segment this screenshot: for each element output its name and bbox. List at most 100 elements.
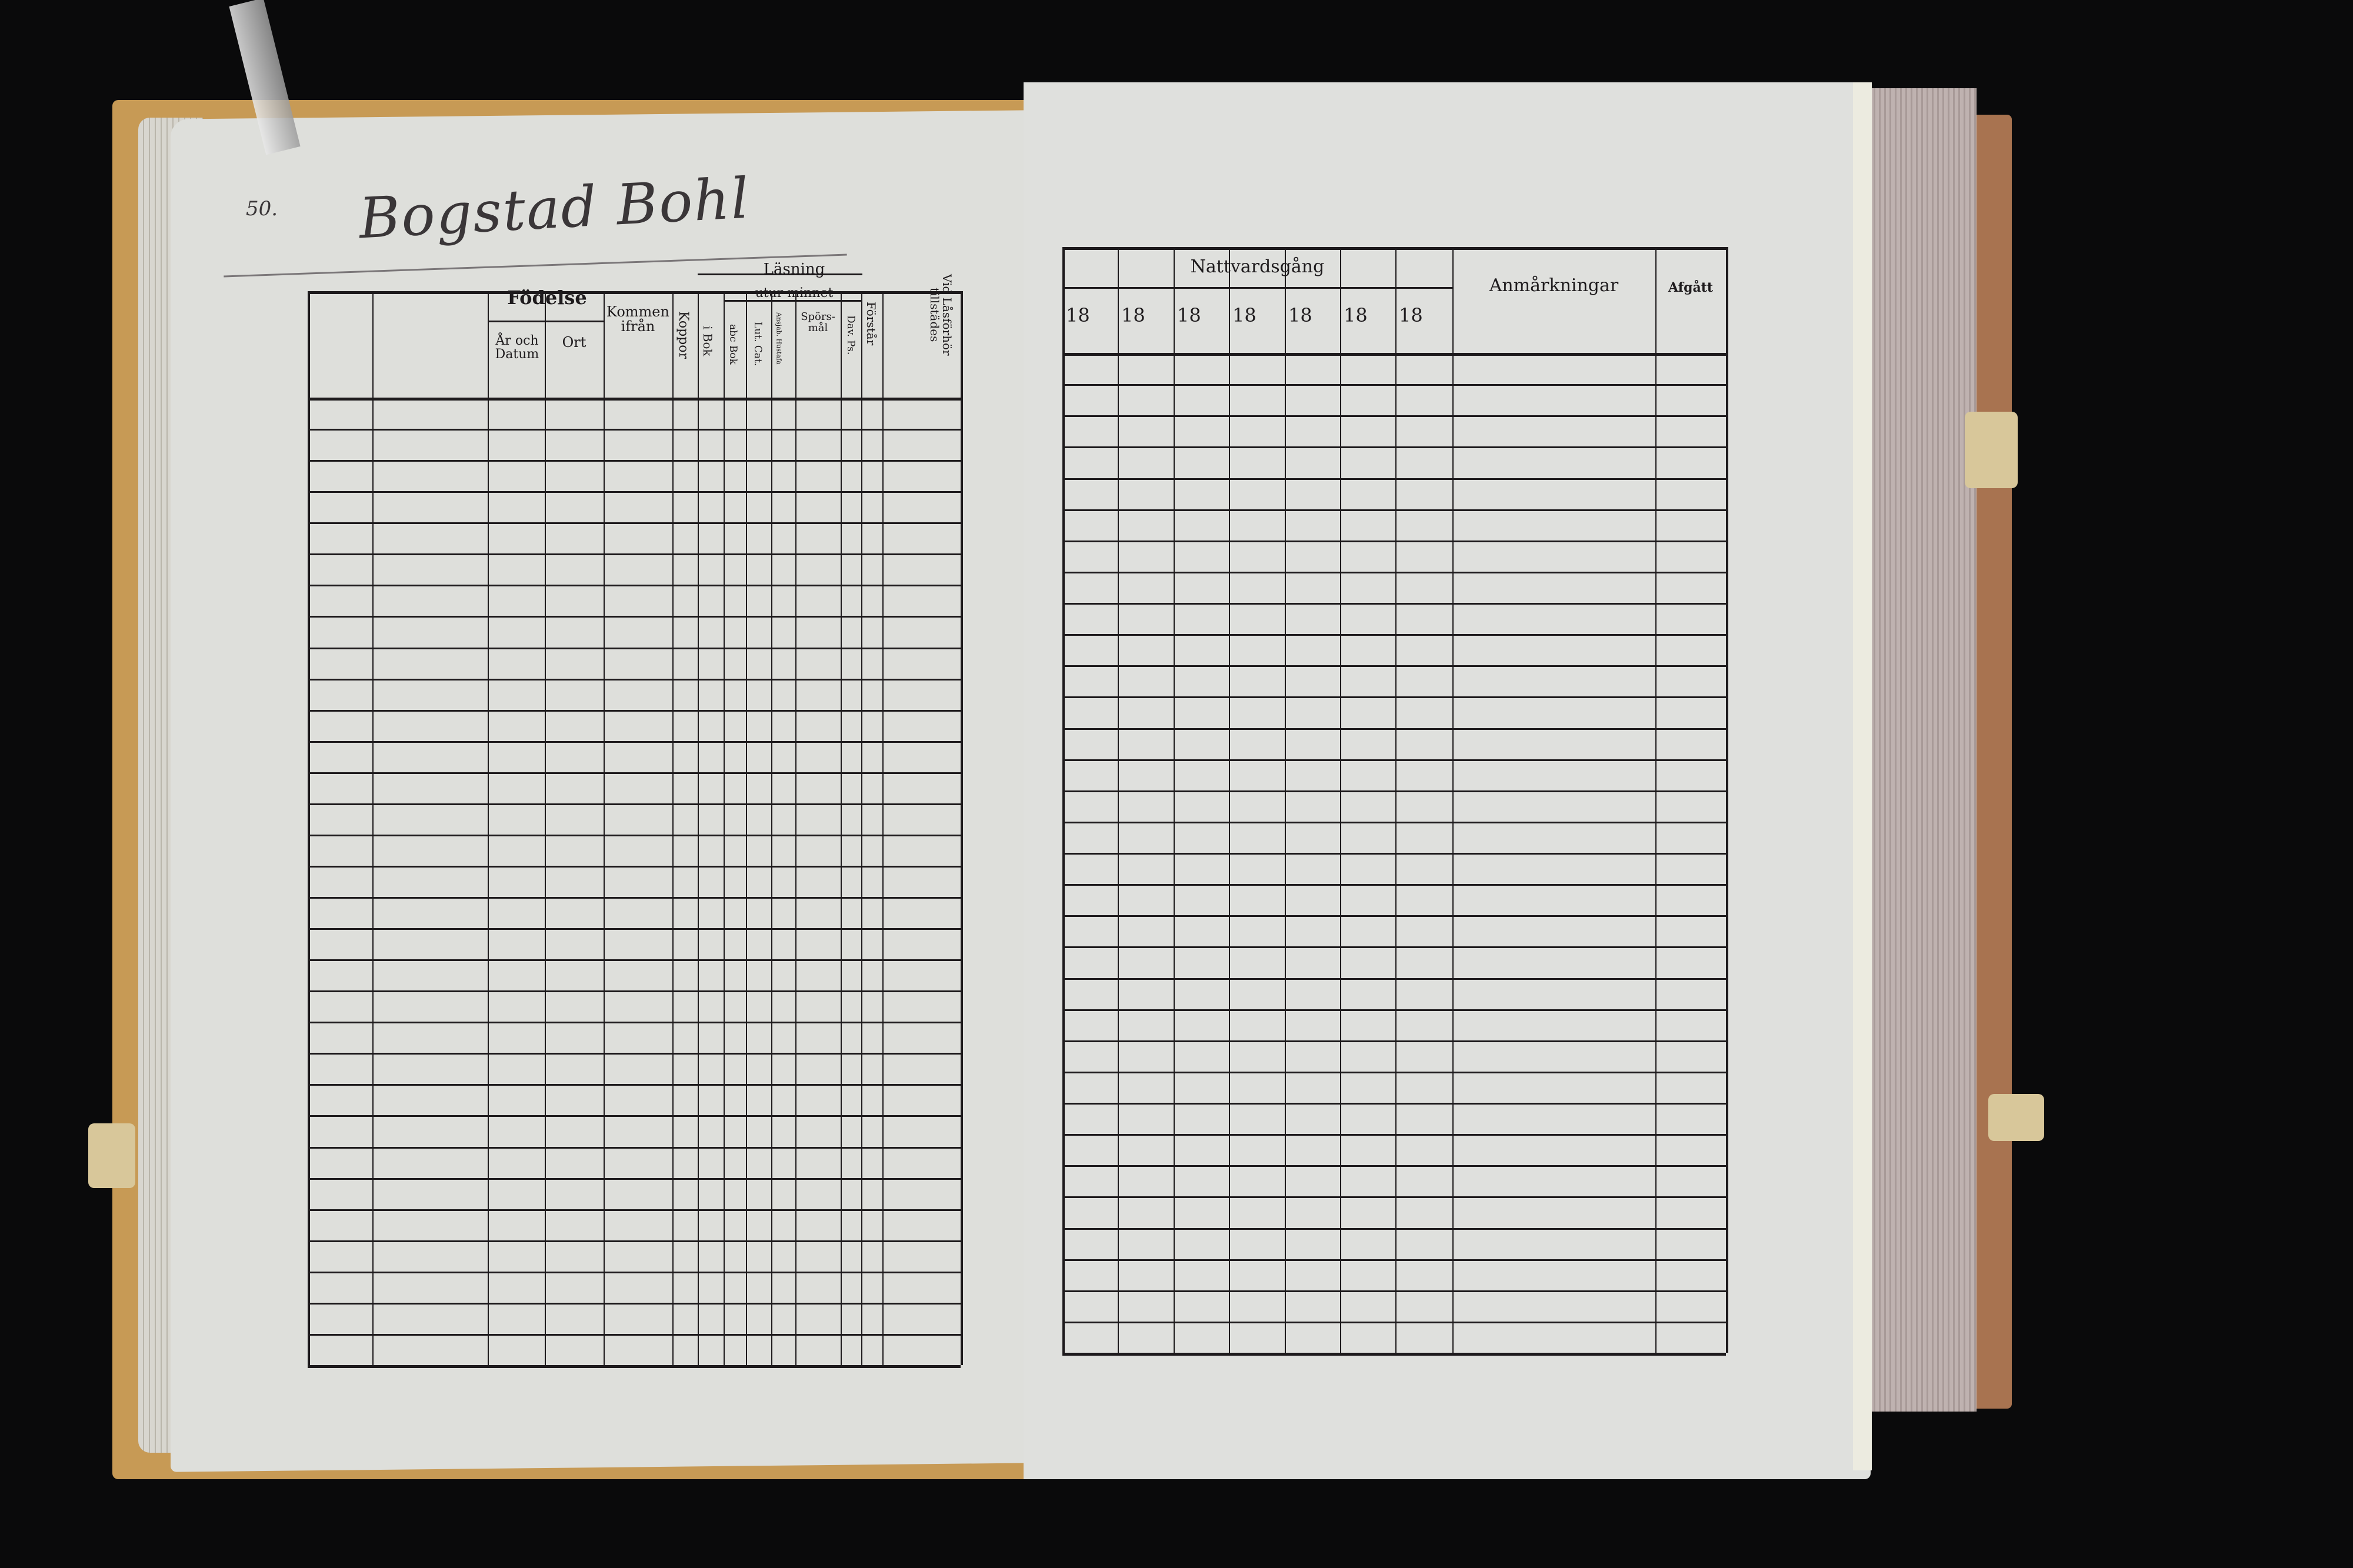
column-line xyxy=(1655,247,1657,1353)
row-line xyxy=(308,928,961,930)
row-line xyxy=(308,1084,961,1086)
column-line xyxy=(1062,247,1065,1353)
column-line xyxy=(1726,247,1728,1353)
row-line xyxy=(308,959,961,962)
row-line xyxy=(308,709,961,712)
column-line xyxy=(698,291,699,1365)
row-line xyxy=(1062,728,1726,730)
nattvard-subline xyxy=(1062,287,1452,289)
header-year: 18 xyxy=(1232,304,1257,326)
header-year: 18 xyxy=(1344,304,1368,326)
row-line xyxy=(1062,540,1726,542)
column-line xyxy=(1229,247,1230,1353)
row-line xyxy=(1062,1321,1726,1323)
column-line xyxy=(545,291,546,1365)
row-line xyxy=(1062,978,1726,980)
row-line xyxy=(308,1209,961,1211)
row-line xyxy=(1062,478,1726,480)
column-line xyxy=(1452,247,1454,1353)
header-year: 18 xyxy=(1066,304,1090,326)
column-line xyxy=(771,291,772,1365)
row-line xyxy=(308,553,961,556)
lasning-subline xyxy=(698,273,862,275)
row-line xyxy=(308,1022,961,1024)
row-line xyxy=(1062,696,1726,699)
row-line xyxy=(308,678,961,680)
row-line xyxy=(1062,634,1726,636)
row-line xyxy=(308,803,961,805)
column-line xyxy=(372,291,374,1365)
row-line xyxy=(308,522,961,525)
column-line xyxy=(1174,247,1175,1353)
header-lut-cat: Lut. Cat. xyxy=(751,322,764,366)
utur-minnet-subline xyxy=(724,300,862,302)
row-line xyxy=(1062,821,1726,823)
row-line xyxy=(1062,946,1726,949)
header-anmarkningar: Anmårkningar xyxy=(1489,275,1619,296)
column-line xyxy=(882,291,884,1365)
table-border-bottom xyxy=(1062,1353,1726,1356)
header-divider xyxy=(1062,353,1726,356)
row-line xyxy=(1062,571,1726,573)
page-edges xyxy=(1865,88,1977,1412)
clasp-strap xyxy=(1965,412,2018,488)
row-line xyxy=(1062,790,1726,792)
fodelse-subline xyxy=(488,321,604,322)
row-line xyxy=(308,834,961,836)
row-line xyxy=(1062,1227,1726,1230)
column-line xyxy=(604,291,605,1365)
row-line xyxy=(1062,603,1726,605)
header-i-bok: i Bok xyxy=(701,326,715,356)
row-line xyxy=(308,1302,961,1305)
row-line xyxy=(1062,1009,1726,1011)
header-abc-bok: abc Bok xyxy=(726,323,739,365)
header-kommen-ifran: Kommen ifrån xyxy=(606,303,669,335)
table-border-top xyxy=(308,291,961,294)
header-nattvardsgang: Nattvardsgång xyxy=(1190,256,1325,277)
row-line xyxy=(1062,509,1726,511)
column-line xyxy=(1118,247,1119,1353)
row-line xyxy=(308,585,961,587)
row-line xyxy=(1062,1103,1726,1105)
row-line xyxy=(1062,1071,1726,1073)
column-line xyxy=(841,291,842,1365)
row-line xyxy=(308,1240,961,1242)
column-line xyxy=(1285,247,1286,1353)
column-line xyxy=(961,291,963,1365)
row-line xyxy=(308,460,961,462)
row-line xyxy=(308,1146,961,1149)
header-lasning: Läsning xyxy=(763,261,825,278)
row-line xyxy=(1062,384,1726,386)
column-line xyxy=(1395,247,1397,1353)
header-sporsmal: Spörs-mål xyxy=(801,311,835,334)
column-line xyxy=(1340,247,1341,1353)
row-line xyxy=(1062,759,1726,761)
column-line xyxy=(861,291,862,1365)
column-line xyxy=(746,291,747,1365)
row-line xyxy=(308,897,961,899)
row-line xyxy=(1062,1165,1726,1167)
row-line xyxy=(1062,853,1726,855)
header-vid-lasforhor: Vid Låsförhör tillstädes xyxy=(928,273,954,356)
row-line xyxy=(1062,915,1726,918)
row-line xyxy=(1062,1290,1726,1292)
row-line xyxy=(1062,665,1726,668)
right-page xyxy=(1024,82,1871,1479)
row-line xyxy=(308,1271,961,1273)
row-line xyxy=(1062,415,1726,418)
row-line xyxy=(1062,1259,1726,1261)
row-line xyxy=(308,865,961,868)
header-year: 18 xyxy=(1288,304,1312,326)
row-line xyxy=(308,429,961,431)
column-line xyxy=(795,291,796,1365)
header-utur-minnet: utur minnet xyxy=(755,286,834,301)
page-number: 50. xyxy=(246,197,278,221)
header-year: 18 xyxy=(1399,304,1423,326)
header-forstar: Förstår xyxy=(864,301,878,346)
table-border-bottom xyxy=(308,1365,961,1368)
row-line xyxy=(308,1053,961,1055)
header-year: 18 xyxy=(1177,304,1201,326)
row-line xyxy=(308,647,961,649)
row-line xyxy=(1062,1196,1726,1199)
header-divider xyxy=(308,398,961,401)
